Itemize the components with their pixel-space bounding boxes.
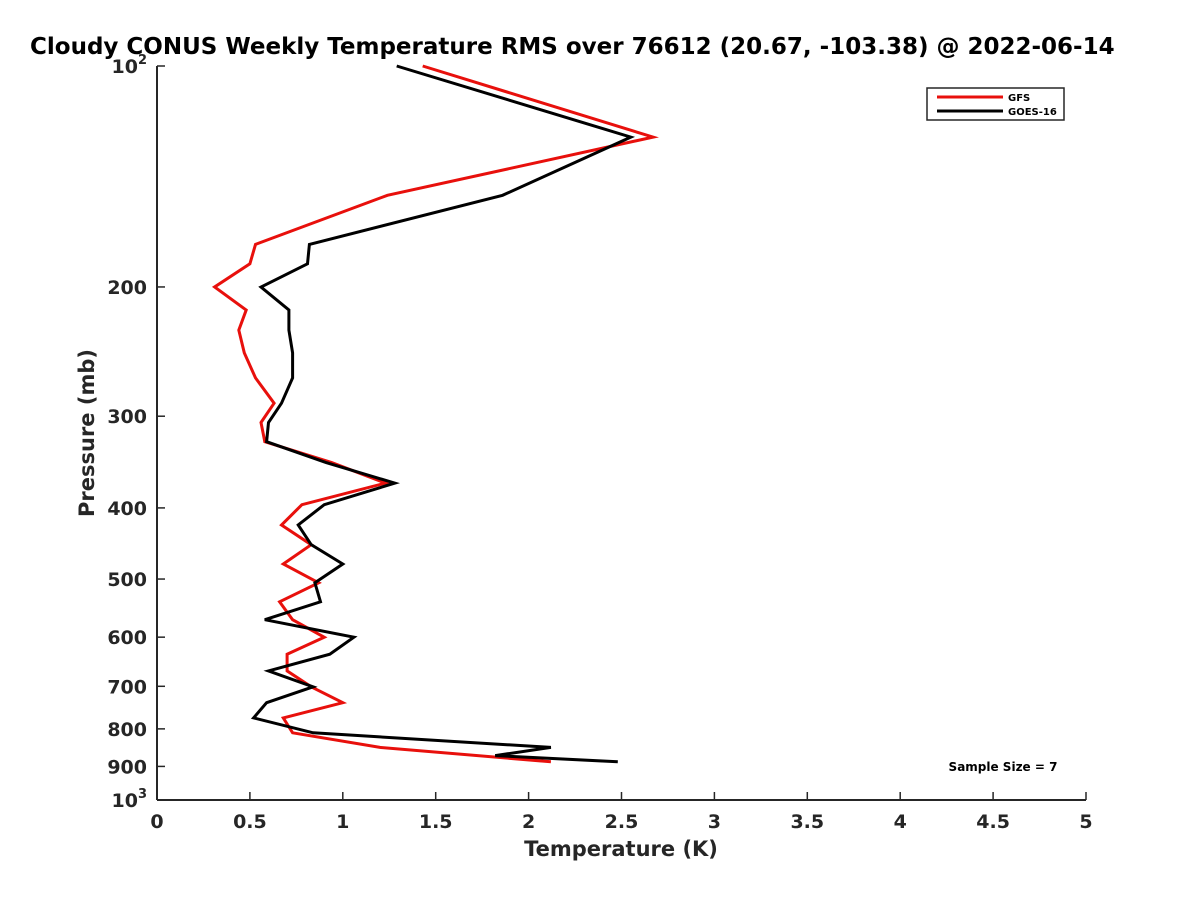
y-tick-base: 10 [112, 56, 138, 78]
x-tick-label: 0 [150, 811, 163, 833]
ticks: 0 0.5 1 1.5 2 2.5 3 3.5 4 4.5 51022003004005006007… [107, 53, 1092, 833]
y-tick-label: 102 [112, 53, 148, 78]
y-tick-label: 103 [112, 787, 148, 812]
x-tick-label: 4 [894, 811, 907, 833]
x-tick-label: 4.5 [976, 811, 1010, 833]
legend-box [926, 87, 1065, 121]
y-tick-base: 10 [112, 790, 138, 812]
y-tick-label: 400 [107, 498, 147, 520]
y-tick-label: 800 [107, 719, 147, 741]
x-axis-label: Temperature (K) [524, 837, 718, 861]
y-tick-exponent: 3 [138, 787, 147, 802]
x-tick-label: 5 [1079, 811, 1092, 833]
legend-label: GOES-16 [1008, 107, 1057, 118]
x-tick-label: 2 [522, 811, 535, 833]
chart-title: Cloudy CONUS Weekly Temperature RMS over… [30, 34, 1115, 60]
series-group [211, 64, 659, 764]
y-tick-label: 300 [107, 406, 147, 428]
legend-label: GFS [1008, 93, 1030, 104]
x-tick-label: 0.5 [233, 811, 267, 833]
sample-size-note: Sample Size = 7 [949, 760, 1058, 774]
x-tick-label: 1 [336, 811, 349, 833]
y-tick-label: 900 [107, 756, 147, 778]
series-line-goes-16 [250, 64, 636, 764]
x-tick-label: 3.5 [790, 811, 824, 833]
x-tick-label: 1.5 [419, 811, 453, 833]
y-tick-exponent: 2 [138, 53, 147, 68]
legend: GFS GOES-16 [926, 87, 1065, 121]
x-tick-label: 2.5 [605, 811, 639, 833]
y-tick-label: 700 [107, 676, 147, 698]
y-axis-label: Pressure (mb) [75, 349, 99, 517]
y-tick-label: 200 [107, 277, 147, 299]
x-tick-label: 3 [708, 811, 721, 833]
y-tick-label: 600 [107, 627, 147, 649]
y-tick-label: 500 [107, 569, 147, 591]
